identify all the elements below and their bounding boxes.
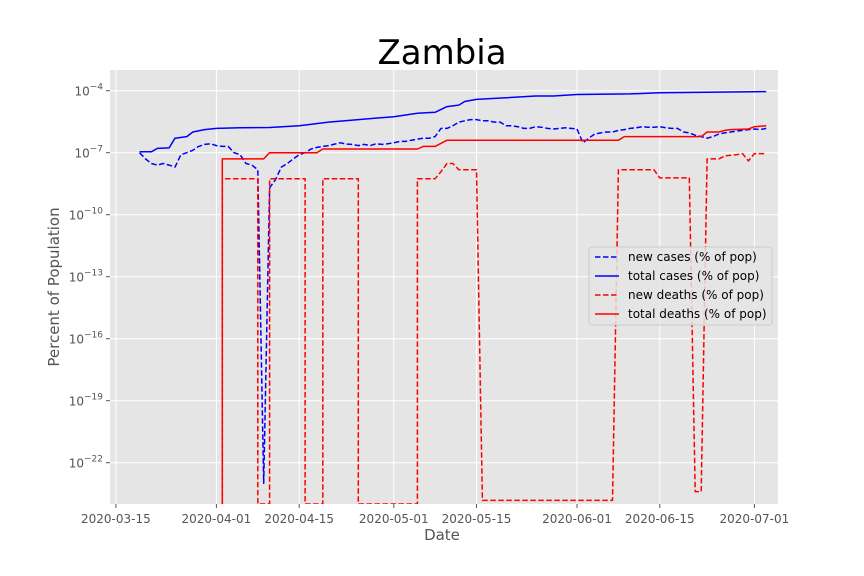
legend-label: new cases (% of pop) [628, 250, 757, 264]
legend-label: total cases (% of pop) [628, 269, 759, 283]
legend-label: total deaths (% of pop) [628, 307, 767, 321]
legend-box [588, 246, 773, 326]
y-tick-label: 10−19 [69, 393, 104, 409]
y-axis-label: Percent of Population [45, 207, 63, 366]
x-tick-label: 2020-05-01 [359, 512, 429, 526]
x-tick-label: 2020-04-15 [264, 512, 334, 526]
x-axis: 2020-03-15 2020-04-01 2020-04-15 2020-05-01… [81, 504, 789, 526]
legend: new cases (% of pop) total cases (% of po… [588, 246, 773, 326]
x-tick-label: 2020-05-15 [442, 512, 512, 526]
chart-title: Zambia [377, 33, 506, 73]
series-line-0 [139, 118, 767, 485]
series-line-1 [139, 90, 767, 153]
y-tick-label: 10−13 [69, 269, 103, 285]
grid [110, 70, 778, 504]
y-tick-label: 10−10 [69, 207, 104, 223]
x-tick-label: 2020-06-15 [625, 512, 695, 526]
x-tick-label: 2020-07-01 [720, 512, 790, 526]
y-tick-label: 10−16 [69, 331, 104, 347]
y-tick-label: 10−4 [74, 83, 103, 99]
x-tick-label: 2020-04-01 [182, 512, 252, 526]
y-tick-label: 10−22 [69, 455, 103, 471]
x-tick-label: 2020-03-15 [81, 512, 151, 526]
y-tick-label: 10−7 [74, 145, 103, 161]
plot-lines [139, 90, 767, 504]
legend-label: new deaths (% of pop) [628, 288, 764, 302]
y-axis: 10−4 10−7 10−10 10−13 10−16 10−19 10−22 [69, 83, 110, 471]
series-line-3 [221, 125, 767, 504]
series-line-2 [221, 152, 767, 504]
x-tick-label: 2020-06-01 [542, 512, 612, 526]
x-axis-label: Date [424, 526, 460, 544]
